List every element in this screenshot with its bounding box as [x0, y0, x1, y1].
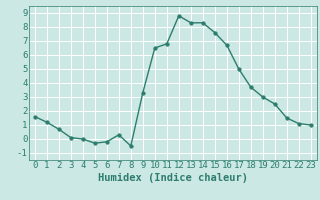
X-axis label: Humidex (Indice chaleur): Humidex (Indice chaleur) [98, 173, 248, 183]
